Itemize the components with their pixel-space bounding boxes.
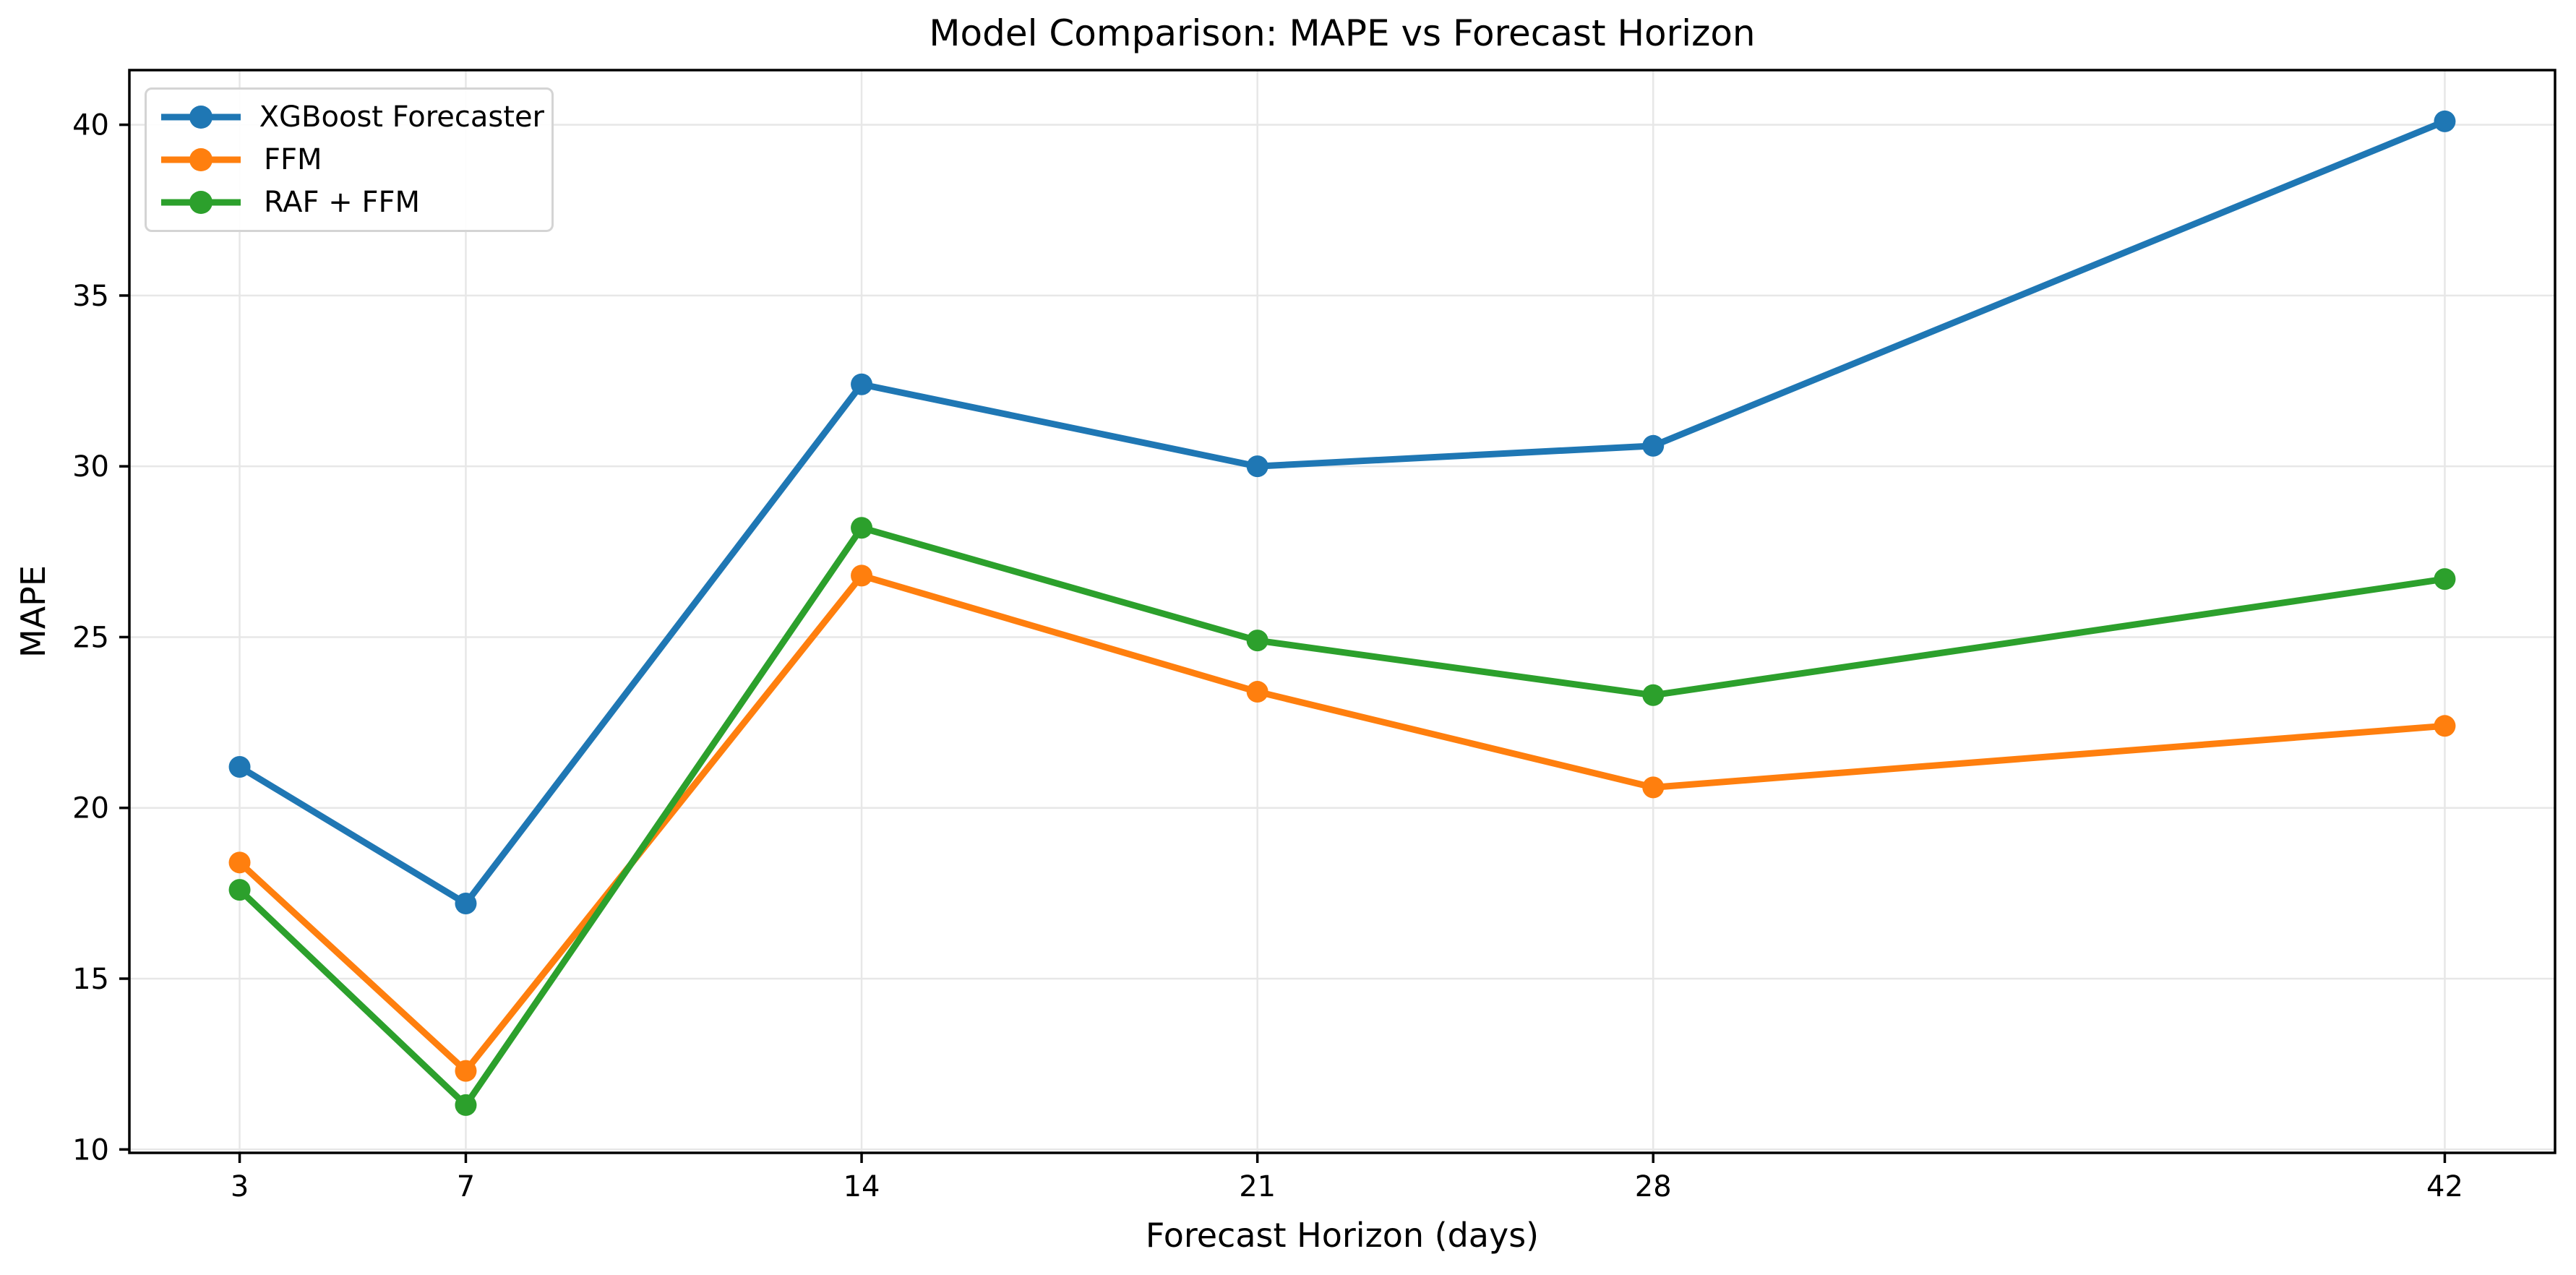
y-tick-label: 40 xyxy=(72,109,109,142)
y-tick-label: 30 xyxy=(72,450,109,484)
series-line xyxy=(237,524,2446,1109)
y-tick-label: 35 xyxy=(72,280,109,313)
data-point-marker xyxy=(851,564,873,587)
legend-label: FFM xyxy=(264,142,322,176)
x-tick-label: 14 xyxy=(843,1170,880,1203)
data-point-marker xyxy=(1246,681,1268,703)
chart-title: Model Comparison: MAPE vs Forecast Horiz… xyxy=(929,12,1756,54)
data-point-marker xyxy=(455,1060,477,1082)
data-point-marker xyxy=(228,879,251,901)
legend-label: XGBoost Forecaster xyxy=(259,100,544,134)
legend-item: XGBoost Forecaster xyxy=(157,101,544,133)
data-point-marker xyxy=(2434,568,2456,591)
data-point-marker xyxy=(228,756,251,778)
legend-sample-line xyxy=(161,105,241,129)
legend-label: RAF + FFM xyxy=(264,186,421,220)
data-point-marker xyxy=(455,1094,477,1116)
x-axis-label: Forecast Horizon (days) xyxy=(1145,1216,1540,1255)
legend-sample-line xyxy=(161,147,241,171)
x-tick-label: 28 xyxy=(1635,1170,1672,1203)
x-tick-label: 7 xyxy=(457,1170,475,1203)
data-point-marker xyxy=(1246,630,1268,652)
data-point-marker xyxy=(455,893,477,915)
legend: XGBoost Forecaster FFM RAF + FFM xyxy=(145,87,554,232)
data-point-marker xyxy=(851,517,873,539)
data-point-marker xyxy=(2434,715,2456,737)
legend-item: FFM xyxy=(157,144,544,176)
x-tick-label: 42 xyxy=(2426,1170,2463,1203)
series-line xyxy=(237,572,2445,1075)
data-point-marker xyxy=(2434,110,2456,132)
legend-sample-line xyxy=(161,191,241,215)
plot-border xyxy=(128,69,2556,1154)
y-tick-label: 15 xyxy=(72,963,109,996)
y-tick-label: 10 xyxy=(72,1133,109,1167)
y-axis-label: MAPE xyxy=(14,565,53,658)
data-point-marker xyxy=(1642,434,1665,457)
data-point-marker xyxy=(1642,684,1665,706)
x-tick-label: 3 xyxy=(231,1170,249,1203)
y-tick-label: 20 xyxy=(72,792,109,825)
series-line xyxy=(238,118,2447,907)
data-point-marker xyxy=(851,373,873,395)
data-point-marker xyxy=(1246,455,1268,478)
data-point-marker xyxy=(1642,776,1665,799)
legend-item: RAF + FFM xyxy=(157,186,544,218)
x-tick-label: 21 xyxy=(1239,1170,1276,1203)
data-point-marker xyxy=(228,851,251,874)
y-tick-label: 25 xyxy=(72,621,109,654)
